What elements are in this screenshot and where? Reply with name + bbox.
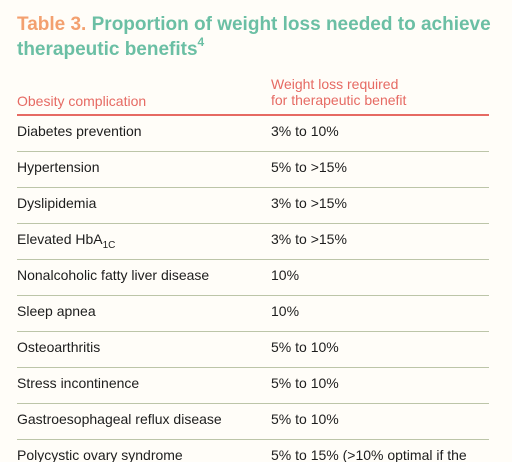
complication-cell: Polycystic ovary syndrome	[17, 447, 183, 462]
weight-loss-column-header: Weight loss required for therapeutic ben…	[271, 76, 406, 108]
complication-cell: Gastroesophageal reflux disease	[17, 411, 222, 427]
hba1c-subscript: 1C	[102, 239, 116, 251]
complication-cell: Diabetes prevention	[17, 123, 142, 139]
weight-loss-header-line-1: Weight loss required	[271, 76, 399, 92]
weight-loss-header-line-2: for therapeutic benefit	[271, 92, 407, 108]
table-row: Sleep apnea 10%	[17, 296, 489, 332]
table-row: Gastroesophageal reflux disease 5% to 10…	[17, 404, 489, 440]
header-rule	[17, 114, 489, 116]
weight-loss-cell: 3% to >15%	[271, 231, 347, 247]
weight-loss-cell: 10%	[271, 303, 300, 319]
complication-column-header: Obesity complication	[17, 93, 147, 109]
weight-loss-cell: 5% to 10%	[271, 411, 339, 427]
table-row: Polycystic ovary syndrome 5% to 15% (>10…	[17, 440, 489, 462]
weight-loss-cell: 5% to 15% (>10% optimal if the	[271, 447, 467, 462]
weight-loss-cell: 5% to 10%	[271, 375, 339, 391]
complication-text: Elevated HbA	[17, 231, 103, 247]
table-row: Nonalcoholic fatty liver disease 10%	[17, 260, 489, 296]
complication-cell: Osteoarthritis	[17, 339, 101, 355]
complication-cell: Sleep apnea	[17, 303, 96, 319]
table-row: Elevated HbA1C 3% to >15%	[17, 224, 489, 260]
complication-cell: Hypertension	[17, 159, 100, 175]
weight-loss-cell: 5% to 10%	[271, 339, 339, 355]
table-row: Hypertension 5% to >15%	[17, 152, 489, 188]
table-caption: Proportion of weight loss needed to achi…	[17, 14, 491, 60]
table-label: Table 3.	[17, 14, 87, 35]
weight-loss-cell: 10%	[271, 267, 300, 283]
weight-loss-cell: 5% to >15%	[271, 159, 347, 175]
complication-cell: Stress incontinence	[17, 375, 140, 391]
table-body: Diabetes prevention 3% to 10% Hypertensi…	[17, 116, 489, 462]
complication-cell: Elevated HbA1C	[17, 231, 115, 250]
table-row: Stress incontinence 5% to 10%	[17, 368, 489, 404]
table-row: Osteoarthritis 5% to 10%	[17, 332, 489, 368]
table-row: Dyslipidemia 3% to >15%	[17, 188, 489, 224]
complication-cell: Dyslipidemia	[17, 195, 97, 211]
weight-loss-cell: 3% to >15%	[271, 195, 347, 211]
table-title: Table 3. Proportion of weight loss neede…	[17, 12, 497, 62]
reference-superscript: 4	[197, 34, 205, 49]
table-row: Diabetes prevention 3% to 10%	[17, 116, 489, 152]
weight-loss-cell: 3% to 10%	[271, 123, 339, 139]
complication-cell: Nonalcoholic fatty liver disease	[17, 267, 210, 283]
